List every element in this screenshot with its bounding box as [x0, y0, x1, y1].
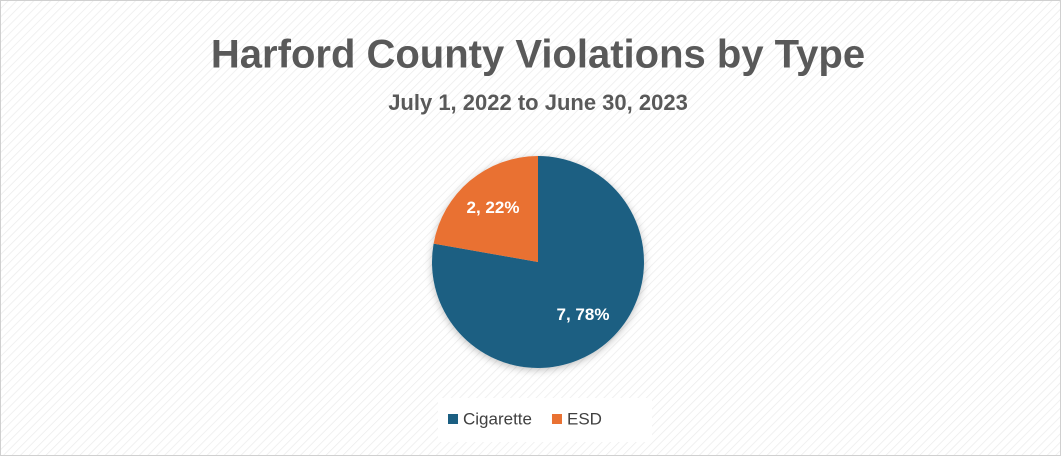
legend-label: ESD: [567, 409, 602, 428]
legend: Cigarette ESD: [448, 409, 602, 428]
pie-slice: [433, 156, 538, 262]
data-label: 2, 22%: [467, 198, 520, 217]
pie: [432, 156, 644, 369]
legend-label: Cigarette: [463, 409, 532, 428]
labels: 7, 78% 2, 22%: [467, 198, 610, 324]
chart-title: Harford County Violations by Type: [211, 33, 865, 77]
legend-swatch: [551, 414, 562, 424]
data-label: 7, 78%: [557, 305, 610, 324]
legend-box: [438, 398, 652, 442]
chart-subtitle: July 1, 2022 to June 30, 2023: [388, 90, 688, 115]
legend-swatch: [448, 414, 458, 424]
